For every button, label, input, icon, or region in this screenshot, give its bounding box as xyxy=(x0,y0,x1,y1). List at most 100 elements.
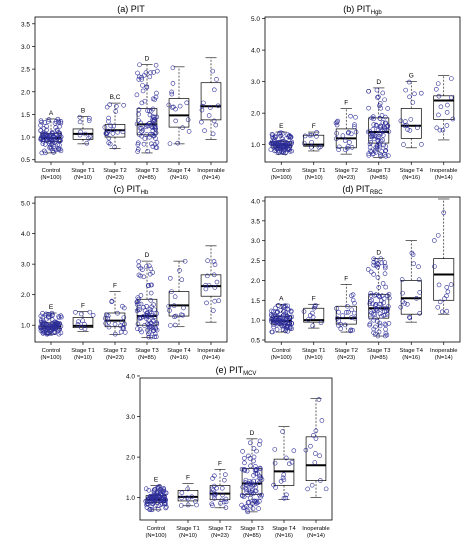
data-point xyxy=(149,313,155,318)
data-point xyxy=(450,116,456,122)
box-stage-t1 xyxy=(301,303,325,329)
data-point xyxy=(431,238,437,243)
data-point xyxy=(40,141,46,146)
data-point xyxy=(351,310,357,316)
data-point xyxy=(380,120,386,125)
x-count-label: (N=85) xyxy=(138,355,156,361)
data-point xyxy=(276,317,281,323)
data-point xyxy=(152,124,158,130)
data-point xyxy=(435,233,441,238)
data-point xyxy=(135,149,140,154)
significance-letter: F xyxy=(81,302,85,309)
data-point xyxy=(82,321,87,327)
data-point xyxy=(375,127,381,133)
data-point xyxy=(239,502,244,508)
data-point xyxy=(280,130,286,136)
data-point xyxy=(108,123,114,129)
data-point xyxy=(135,140,141,146)
data-point xyxy=(281,477,287,483)
data-point xyxy=(272,148,277,154)
box-stage-t2 xyxy=(102,291,128,337)
data-point xyxy=(142,98,148,104)
data-point xyxy=(369,297,375,303)
iqr-box xyxy=(168,291,190,317)
data-point xyxy=(154,90,159,96)
data-point xyxy=(272,447,278,452)
data-point xyxy=(182,258,188,264)
y-tick-label: 2.5 xyxy=(251,258,260,265)
data-point xyxy=(177,268,182,273)
data-point xyxy=(309,139,314,145)
x-count-label: (N=14) xyxy=(202,355,220,361)
box-stage-t1 xyxy=(72,309,96,332)
data-point xyxy=(382,333,388,339)
data-point xyxy=(175,140,180,146)
data-point xyxy=(289,141,294,146)
significance-letter: G xyxy=(409,73,414,80)
box-stage-t4 xyxy=(271,426,297,501)
data-point xyxy=(139,100,145,106)
data-point xyxy=(168,323,173,328)
x-count-label: (N=100) xyxy=(271,355,292,361)
data-point xyxy=(349,315,354,320)
data-point xyxy=(352,122,357,127)
significance-letter: F xyxy=(344,275,348,282)
data-point xyxy=(145,108,150,113)
significance-letter: D xyxy=(376,79,381,86)
data-point xyxy=(56,315,62,320)
data-point xyxy=(435,81,441,86)
data-point xyxy=(144,84,150,90)
data-point xyxy=(153,136,158,141)
data-point xyxy=(256,480,262,486)
y-tick-label: 1.0 xyxy=(251,142,260,149)
box-stage-t4 xyxy=(166,258,190,328)
data-point xyxy=(173,118,179,124)
data-point xyxy=(148,70,153,75)
data-point xyxy=(336,318,342,323)
box-stage-t1 xyxy=(72,114,94,146)
data-point xyxy=(306,317,311,322)
data-point xyxy=(211,308,216,313)
iqr-box xyxy=(273,458,295,486)
y-tick-label: 4.0 xyxy=(251,48,260,55)
data-point xyxy=(45,119,51,124)
y-tick-label: 3.0 xyxy=(251,79,260,86)
data-point xyxy=(46,141,52,146)
data-point xyxy=(139,329,144,335)
data-point xyxy=(445,102,450,108)
y-tick-label: 2.0 xyxy=(251,111,260,118)
data-point xyxy=(184,100,190,106)
data-point xyxy=(348,113,353,119)
data-point xyxy=(110,131,116,136)
x-tick-label: Stage T1 xyxy=(302,348,325,354)
box-inoperable xyxy=(431,198,455,315)
data-point xyxy=(244,482,249,488)
data-point xyxy=(382,114,388,120)
data-point xyxy=(211,259,217,264)
data-point xyxy=(418,90,424,96)
data-point xyxy=(78,129,83,135)
data-point xyxy=(166,304,172,309)
data-point xyxy=(149,507,155,513)
data-point xyxy=(251,446,257,451)
data-point xyxy=(345,309,351,315)
significance-letter: D xyxy=(145,56,150,63)
data-point xyxy=(136,296,142,302)
data-point xyxy=(154,334,159,339)
data-point xyxy=(441,210,446,215)
data-point xyxy=(113,109,119,114)
data-point xyxy=(278,130,284,136)
data-point xyxy=(210,503,215,508)
data-point xyxy=(56,146,62,152)
data-point xyxy=(57,138,63,143)
data-point xyxy=(371,272,376,277)
data-point xyxy=(250,506,256,511)
x-tick-label: Stage T1 xyxy=(71,168,94,174)
data-point xyxy=(135,307,141,312)
data-point xyxy=(150,125,155,131)
data-point xyxy=(45,312,51,317)
data-point xyxy=(280,429,285,434)
significance-letter: B xyxy=(81,108,85,115)
data-point xyxy=(135,142,141,147)
data-point xyxy=(282,304,287,310)
